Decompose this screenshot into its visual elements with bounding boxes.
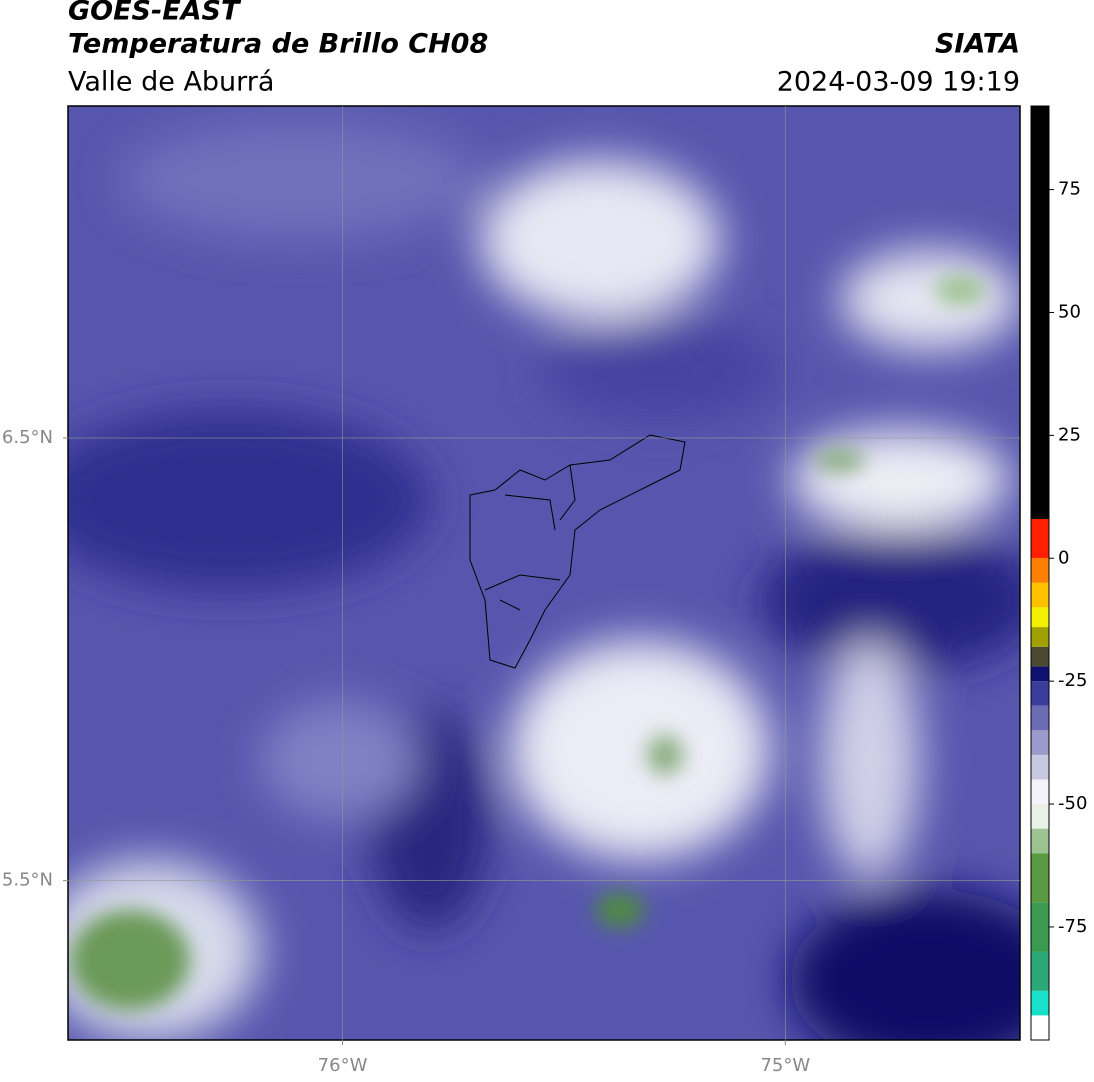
- colorbar-band: [1031, 754, 1049, 780]
- colorbar-band: [1031, 607, 1049, 628]
- colorbar-band: [1031, 853, 1049, 903]
- satellite: GOES-EAST: [68, 0, 242, 27]
- colorbar-band: [1031, 681, 1049, 706]
- colorbar-band: [1031, 106, 1049, 519]
- colorbar-band: [1031, 990, 1049, 1016]
- product: Temperatura de Brillo CH08: [68, 29, 488, 60]
- colorbar-band: [1031, 1015, 1049, 1040]
- datetime: 2024-03-09 19:19: [777, 67, 1020, 98]
- colorbar-tick-label: 25: [1058, 424, 1081, 445]
- colorbar-tick-label: -25: [1058, 670, 1087, 691]
- source: SIATA: [935, 29, 1020, 60]
- colorbar-band: [1031, 666, 1049, 682]
- colorbar-frame: [1030, 105, 1050, 1041]
- colorbar-tick-label: 50: [1058, 301, 1081, 322]
- colorbar-band: [1031, 951, 1049, 991]
- colorbar-band: [1031, 582, 1049, 608]
- x-tick-label: 75°W: [760, 1055, 810, 1076]
- region: Valle de Aburrá: [68, 67, 274, 98]
- colorbar-band: [1031, 627, 1049, 647]
- colorbar-band: [1031, 779, 1049, 805]
- colorbar-band: [1031, 646, 1049, 667]
- colorbar-band: [1031, 828, 1049, 854]
- x-tick-label: 76°W: [318, 1055, 368, 1076]
- map-frame: [67, 105, 1021, 1041]
- colorbar-band: [1031, 518, 1049, 559]
- y-tick-label: 5.5°N: [2, 870, 53, 891]
- satellite-field: [68, 106, 1020, 1040]
- colorbar-tick-label: -75: [1058, 916, 1087, 937]
- colorbar-band: [1031, 804, 1049, 829]
- y-tick-label: 6.5°N: [2, 427, 53, 448]
- colorbar-band: [1031, 705, 1049, 731]
- colorbar-tick-label: 75: [1058, 179, 1081, 200]
- colorbar-band: [1031, 558, 1049, 583]
- colorbar-tick-label: 0: [1058, 547, 1069, 568]
- colorbar-band: [1031, 902, 1049, 952]
- valley-boundary: [469, 434, 686, 669]
- colorbar-tick-label: -50: [1058, 793, 1087, 814]
- colorbar-band: [1031, 730, 1049, 755]
